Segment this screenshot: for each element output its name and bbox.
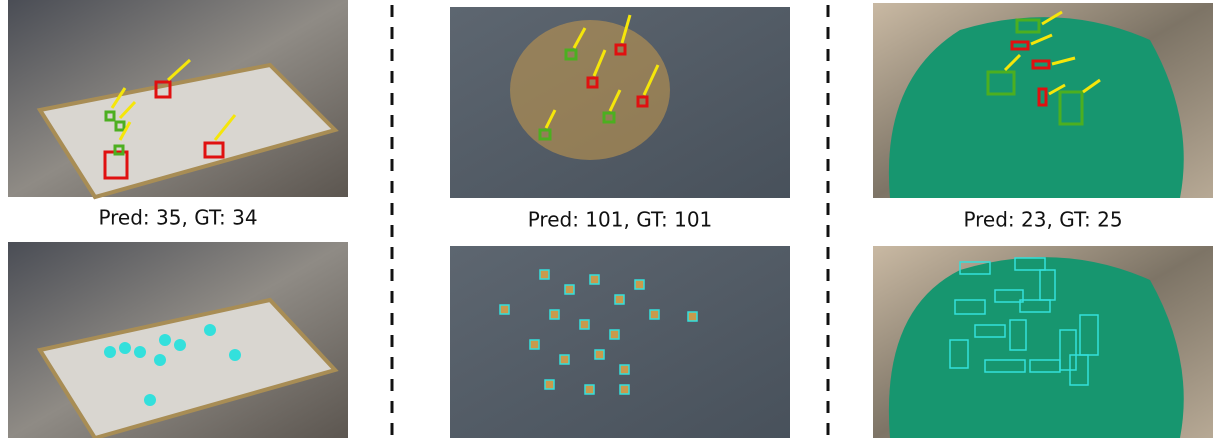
photo xyxy=(450,246,790,438)
caption: Pred: 101, GT: 101 xyxy=(528,208,713,232)
box-red xyxy=(1010,40,1030,51)
box-red xyxy=(614,43,627,56)
box-red xyxy=(154,80,172,99)
cloth xyxy=(888,257,1184,438)
box-green xyxy=(538,128,552,141)
arrows xyxy=(1003,10,1101,96)
box-green xyxy=(564,48,578,61)
table xyxy=(36,62,339,200)
panel-cards xyxy=(8,0,348,438)
box-red xyxy=(1037,87,1048,107)
cloth xyxy=(888,17,1184,199)
table xyxy=(36,297,339,438)
arrows xyxy=(544,14,660,129)
box-green xyxy=(1015,18,1041,34)
box-red xyxy=(636,95,649,108)
arrows xyxy=(110,58,237,141)
box-red xyxy=(586,76,599,89)
predictions xyxy=(104,324,241,406)
panel-pins xyxy=(873,3,1213,438)
box-green xyxy=(986,70,1016,96)
predictions xyxy=(499,269,698,395)
box-green xyxy=(602,111,616,124)
box-green xyxy=(113,144,125,156)
box-green xyxy=(1058,90,1084,126)
predictions xyxy=(949,257,1099,386)
caption: Pred: 23, GT: 25 xyxy=(963,208,1122,232)
box-red xyxy=(1031,59,1051,70)
panel-beans xyxy=(450,7,790,438)
box-red xyxy=(203,141,225,159)
beans xyxy=(510,20,670,160)
box-green xyxy=(114,120,126,132)
caption: Pred: 35, GT: 34 xyxy=(98,206,257,230)
box-green xyxy=(104,110,116,122)
